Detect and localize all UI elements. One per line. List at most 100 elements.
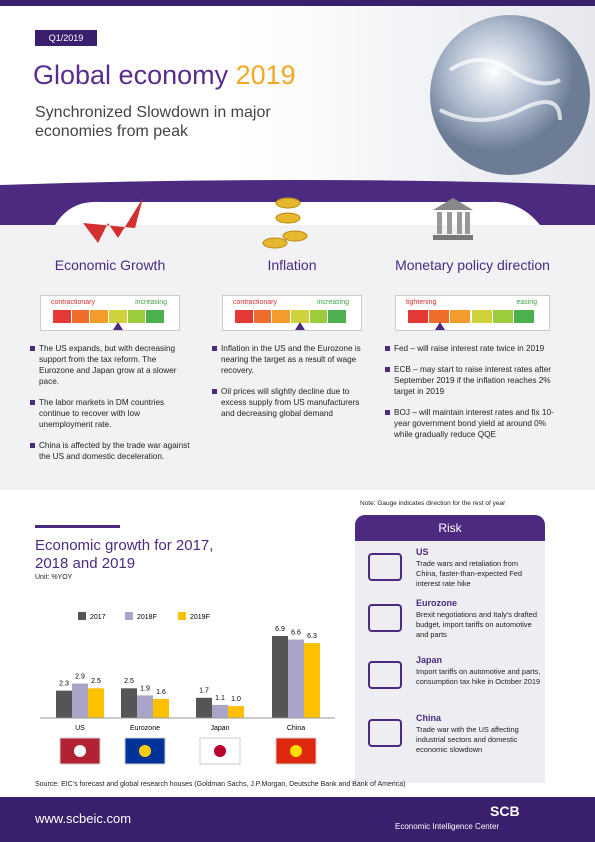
value-label: 1.1 <box>215 695 225 702</box>
column-heading: Economic Growth <box>54 257 166 273</box>
legend-label: 2019F <box>190 614 210 621</box>
flag <box>59 737 101 765</box>
subtitle: Synchronized Slowdown in major economies… <box>35 104 271 140</box>
risk-text: Trade wars and retaliation from China, f… <box>416 559 522 588</box>
bar <box>88 688 104 718</box>
gauge-marker <box>295 322 306 330</box>
gauge-segment <box>253 310 272 323</box>
gauge-high: increasing <box>317 299 349 306</box>
chart-title: Economic growth for 2017, 2018 and 2019 <box>35 537 214 572</box>
column-heading: Monetary policy direction <box>395 257 550 273</box>
bar <box>153 698 169 718</box>
gauge-segment <box>235 310 253 323</box>
quarter-tag: Q1/2019 <box>35 30 97 46</box>
bullets: Inflation in the US and the Eurozone is … <box>212 343 372 429</box>
risk-name: Eurozone <box>416 598 458 608</box>
legend-label: 2017 <box>90 614 106 621</box>
value-label: 6.9 <box>275 626 285 633</box>
risk-text: Import tariffs on automotive and parts, … <box>416 667 541 686</box>
bar <box>196 697 212 718</box>
gauge-segment <box>492 310 513 323</box>
risk-title: Risk <box>355 515 545 541</box>
bullet: Oil prices will slightly decline due to … <box>212 386 372 419</box>
bar <box>288 639 304 718</box>
gauge-segment <box>309 310 328 323</box>
flag-emblem <box>214 745 226 757</box>
title-year: 2019 <box>235 60 296 90</box>
bullet: Inflation in the US and the Eurozone is … <box>212 343 372 376</box>
source: Source: EIC's forecast and global resear… <box>35 781 406 788</box>
flag-emblem <box>290 745 302 757</box>
bullet: China is affected by the trade war again… <box>30 440 190 462</box>
risk-icon <box>368 719 402 747</box>
chart: 2017 2018F 2019F 2.3 2.9 2.5 US 2.5 1.9 1.6 Eurozo… <box>40 612 335 765</box>
bar <box>137 695 153 718</box>
footer-brand: SCB <box>490 803 520 819</box>
risk-panel <box>355 515 545 783</box>
risk-text: Trade war with the US affecting industri… <box>416 725 519 754</box>
gauge-segment <box>408 310 429 323</box>
chart-unit: Unit: %YOY <box>35 574 73 581</box>
risk-icon <box>368 553 402 581</box>
footer-url[interactable]: www.scbeic.com <box>35 811 132 826</box>
value-label: 1.7 <box>199 688 209 695</box>
title-main: Global economy <box>33 60 229 90</box>
legend-swatch <box>178 612 186 620</box>
gauge-segment <box>291 310 309 323</box>
growth-icon <box>83 198 143 243</box>
gauge-low: contractionary <box>51 299 95 306</box>
note: Note: Gauge indicates direction for the … <box>360 500 506 507</box>
columns-bg <box>0 225 595 490</box>
category-label: US <box>75 725 85 732</box>
legend-swatch <box>78 612 86 620</box>
gauge-segment <box>450 310 471 323</box>
risk-name: Japan <box>416 655 443 665</box>
coins-icon <box>262 197 308 249</box>
risk-icon <box>368 604 402 632</box>
legend-swatch <box>125 612 133 620</box>
value-label: 2.9 <box>75 673 85 680</box>
value-label: 1.0 <box>231 696 241 703</box>
gauge-segment <box>513 310 534 323</box>
globe <box>430 15 590 175</box>
gauge-segment <box>90 310 108 323</box>
gauge-segment <box>53 310 71 323</box>
gauge-segment <box>272 310 290 323</box>
footer-subbrand: Economic Intelligence Center <box>395 822 500 831</box>
gauge-high: easing <box>516 299 537 306</box>
bullet: The labor markets in DM countries contin… <box>30 397 190 430</box>
column-heading: Inflation <box>267 257 317 273</box>
gauge-segment <box>429 310 450 323</box>
gauge-segment <box>328 310 346 323</box>
risk-name: US <box>416 547 429 557</box>
bar <box>304 643 320 718</box>
legend-label: 2018F <box>137 614 157 621</box>
gauge-segment <box>109 310 127 323</box>
gauge-segment <box>71 310 90 323</box>
value-label: 6.6 <box>291 629 301 636</box>
band <box>0 180 595 225</box>
gauge-segment <box>146 310 164 323</box>
risk-name: China <box>416 713 442 723</box>
value-label: 2.3 <box>59 681 69 688</box>
bar <box>121 688 137 718</box>
bullet: Fed – will raise interest rate twice in … <box>385 343 560 354</box>
bullets: Fed – will raise interest rate twice in … <box>385 343 560 450</box>
bar <box>212 704 228 718</box>
gauge-segment <box>471 310 492 323</box>
category-label: China <box>287 725 305 732</box>
bar <box>272 636 288 718</box>
bullet: BOJ – will maintain interest rates and f… <box>385 407 560 440</box>
category-label: Eurozone <box>130 725 160 732</box>
flag-emblem <box>139 745 151 757</box>
value-label: 1.9 <box>140 685 150 692</box>
gauge-low: tightening <box>406 299 437 306</box>
value-label: 2.5 <box>91 678 101 685</box>
gauge-low: contractionary <box>233 299 277 306</box>
flag-emblem <box>74 745 86 757</box>
bullet: ECB – may start to raise interest rates … <box>385 364 560 397</box>
gauge-marker <box>113 322 124 330</box>
gauge-segment <box>127 310 146 323</box>
category-label: Japan <box>210 725 229 732</box>
